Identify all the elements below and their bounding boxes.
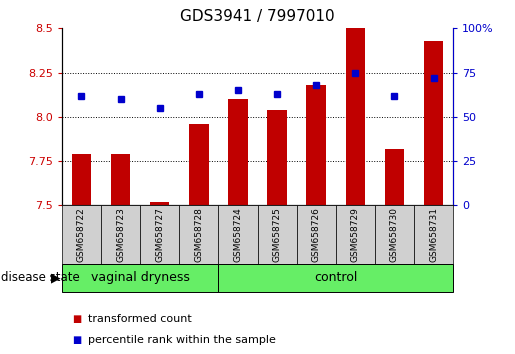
Bar xyxy=(414,205,453,264)
Text: transformed count: transformed count xyxy=(88,314,191,324)
Bar xyxy=(179,205,218,264)
Text: GSM658722: GSM658722 xyxy=(77,207,86,262)
Bar xyxy=(306,85,326,205)
Bar xyxy=(140,205,179,264)
Text: GSM658726: GSM658726 xyxy=(312,207,321,262)
Bar xyxy=(267,110,287,205)
Bar xyxy=(101,205,140,264)
Bar xyxy=(336,205,375,264)
Text: GSM658723: GSM658723 xyxy=(116,207,125,262)
Bar xyxy=(228,99,248,205)
Text: GSM658728: GSM658728 xyxy=(194,207,203,262)
Text: ▶: ▶ xyxy=(50,272,60,284)
Bar xyxy=(150,202,169,205)
Text: control: control xyxy=(314,272,357,284)
Bar xyxy=(218,264,453,292)
Bar xyxy=(385,149,404,205)
Text: percentile rank within the sample: percentile rank within the sample xyxy=(88,335,276,345)
Bar xyxy=(189,124,209,205)
Text: GSM658730: GSM658730 xyxy=(390,207,399,262)
Bar xyxy=(424,41,443,205)
Bar xyxy=(218,205,258,264)
Bar xyxy=(346,28,365,205)
Bar xyxy=(72,154,91,205)
Text: GSM658729: GSM658729 xyxy=(351,207,360,262)
Bar xyxy=(62,205,101,264)
Title: GDS3941 / 7997010: GDS3941 / 7997010 xyxy=(180,9,335,24)
Text: disease state: disease state xyxy=(1,272,80,284)
Text: GSM658731: GSM658731 xyxy=(429,207,438,262)
Text: ■: ■ xyxy=(72,335,81,345)
Text: GSM658727: GSM658727 xyxy=(155,207,164,262)
Bar xyxy=(375,205,414,264)
Bar xyxy=(62,264,218,292)
Bar xyxy=(258,205,297,264)
Text: GSM658724: GSM658724 xyxy=(233,207,243,262)
Text: ■: ■ xyxy=(72,314,81,324)
Bar xyxy=(297,205,336,264)
Text: GSM658725: GSM658725 xyxy=(272,207,282,262)
Bar xyxy=(111,154,130,205)
Text: vaginal dryness: vaginal dryness xyxy=(91,272,190,284)
